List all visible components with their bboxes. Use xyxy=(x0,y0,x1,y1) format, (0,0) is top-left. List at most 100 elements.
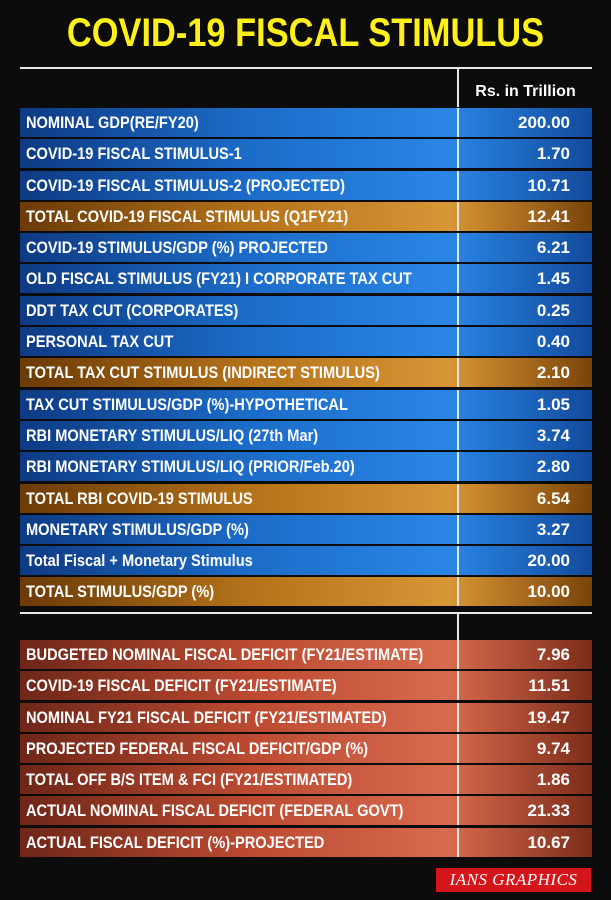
row-value: 6.21 xyxy=(536,238,570,258)
row-label: DDT TAX CUT (CORPORATES) xyxy=(20,296,457,325)
column-divider xyxy=(457,546,459,576)
column-divider xyxy=(457,827,459,857)
table-row: TOTAL COVID-19 FISCAL STIMULUS (Q1FY21) 1… xyxy=(20,201,592,231)
table-row: TOTAL RBI COVID-19 STIMULUS 6.54 xyxy=(20,483,592,513)
column-divider xyxy=(457,671,459,701)
row-value: 2.80 xyxy=(536,457,570,477)
row-label: COVID-19 STIMULUS/GDP (%) PROJECTED xyxy=(20,233,457,262)
table-row: ACTUAL NOMINAL FISCAL DEFICIT (FEDERAL G… xyxy=(20,796,592,826)
row-label: PERSONAL TAX CUT xyxy=(20,327,457,356)
row-label-text: Total Fiscal + Monetary Stimulus xyxy=(26,551,253,571)
column-divider xyxy=(457,640,459,669)
row-value: 12.41 xyxy=(527,206,570,226)
row-label: ACTUAL FISCAL DEFICIT (%)-PROJECTED xyxy=(20,828,457,857)
row-label-text: TOTAL COVID-19 FISCAL STIMULUS (Q1FY21) xyxy=(26,206,349,226)
row-label-text: TAX CUT STIMULUS/GDP (%)-HYPOTHETICAL xyxy=(26,394,348,414)
row-value: 21.33 xyxy=(527,801,570,821)
row-label: RBI MONETARY STIMULUS/LIQ (PRIOR/Feb.20) xyxy=(20,452,457,481)
row-value: 6.54 xyxy=(536,488,570,508)
row-label-text: TOTAL STIMULUS/GDP (%) xyxy=(26,582,215,602)
row-value: 1.86 xyxy=(536,770,570,790)
row-label-text: OLD FISCAL STIMULUS (FY21) I CORPORATE T… xyxy=(26,269,412,289)
table-row: TOTAL OFF B/S ITEM & FCI (FY21/ESTIMATED… xyxy=(20,765,592,795)
row-label: TOTAL STIMULUS/GDP (%) xyxy=(20,577,457,606)
row-value: 7.96 xyxy=(536,645,570,664)
row-label: RBI MONETARY STIMULUS/LIQ (27th Mar) xyxy=(20,421,457,450)
row-value: 1.05 xyxy=(536,394,570,414)
table-row: COVID-19 FISCAL STIMULUS-2 (PROJECTED) 10… xyxy=(20,170,592,200)
credit-badge: IANS GRAPHICS xyxy=(436,868,591,892)
table-row: Total Fiscal + Monetary Stimulus 20.00 xyxy=(20,546,592,576)
row-label: COVID-19 FISCAL STIMULUS-1 xyxy=(20,139,457,168)
section-divider xyxy=(20,612,592,614)
column-header-units: Rs. in Trillion xyxy=(475,83,576,100)
table-row: MONETARY STIMULUS/GDP (%) 3.27 xyxy=(20,514,592,544)
table-row: RBI MONETARY STIMULUS/LIQ (PRIOR/Feb.20)… xyxy=(20,452,592,482)
header-column-divider xyxy=(457,69,459,107)
row-label-text: COVID-19 FISCAL STIMULUS-2 (PROJECTED) xyxy=(26,175,345,195)
table-row: BUDGETED NOMINAL FISCAL DEFICIT (FY21/ES… xyxy=(20,640,592,669)
row-value: 3.74 xyxy=(536,425,570,445)
row-label-text: RBI MONETARY STIMULUS/LIQ (PRIOR/Feb.20) xyxy=(26,457,355,477)
column-divider xyxy=(457,483,459,513)
row-value: 1.70 xyxy=(536,144,570,164)
row-label: NOMINAL GDP(RE/FY20) xyxy=(20,108,457,137)
row-label: TOTAL TAX CUT STIMULUS (INDIRECT STIMULU… xyxy=(20,358,457,387)
row-label-text: PERSONAL TAX CUT xyxy=(26,332,174,352)
column-divider xyxy=(457,796,459,826)
row-label: MONETARY STIMULUS/GDP (%) xyxy=(20,515,457,544)
row-value: 10.71 xyxy=(527,175,570,195)
column-divider xyxy=(457,577,459,607)
row-label: OLD FISCAL STIMULUS (FY21) I CORPORATE T… xyxy=(20,264,457,293)
column-divider xyxy=(457,733,459,763)
column-divider xyxy=(457,389,459,419)
row-label-text: MONETARY STIMULUS/GDP (%) xyxy=(26,519,249,539)
row-value: 11.51 xyxy=(528,676,570,696)
table-row: OLD FISCAL STIMULUS (FY21) I CORPORATE T… xyxy=(20,264,592,294)
row-label-text: NOMINAL GDP(RE/FY20) xyxy=(26,113,199,132)
row-label: TOTAL COVID-19 FISCAL STIMULUS (Q1FY21) xyxy=(20,202,457,231)
table-row: NOMINAL FY21 FISCAL DEFICIT (FY21/ESTIMA… xyxy=(20,702,592,732)
table-row: PERSONAL TAX CUT 0.40 xyxy=(20,327,592,357)
row-value: 0.40 xyxy=(536,332,570,352)
column-divider xyxy=(457,201,459,231)
row-value: 10.67 xyxy=(527,832,570,852)
row-label: TAX CUT STIMULUS/GDP (%)-HYPOTHETICAL xyxy=(20,390,457,419)
row-value: 1.45 xyxy=(536,269,570,289)
row-label-text: TOTAL OFF B/S ITEM & FCI (FY21/ESTIMATED… xyxy=(26,770,353,790)
row-value: 10.00 xyxy=(527,582,570,602)
row-label-text: COVID-19 STIMULUS/GDP (%) PROJECTED xyxy=(26,238,328,258)
row-label: ACTUAL NOMINAL FISCAL DEFICIT (FEDERAL G… xyxy=(20,796,457,825)
column-divider xyxy=(457,264,459,294)
row-label-text: COVID-19 FISCAL STIMULUS-1 xyxy=(26,144,242,164)
row-label: TOTAL OFF B/S ITEM & FCI (FY21/ESTIMATED… xyxy=(20,765,457,794)
column-divider xyxy=(457,170,459,200)
row-label: PROJECTED FEDERAL FISCAL DEFICIT/GDP (%) xyxy=(20,734,457,763)
table-row: ACTUAL FISCAL DEFICIT (%)-PROJECTED 10.67 xyxy=(20,827,592,857)
column-divider xyxy=(457,358,459,388)
section-gap-column-divider xyxy=(457,612,459,640)
table-row: COVID-19 STIMULUS/GDP (%) PROJECTED 6.21 xyxy=(20,233,592,263)
column-divider xyxy=(457,233,459,263)
table-row: RBI MONETARY STIMULUS/LIQ (27th Mar) 3.74 xyxy=(20,420,592,450)
column-divider xyxy=(457,452,459,482)
row-label: BUDGETED NOMINAL FISCAL DEFICIT (FY21/ES… xyxy=(20,640,457,669)
column-divider xyxy=(457,765,459,795)
column-divider xyxy=(457,139,459,169)
row-label-text: DDT TAX CUT (CORPORATES) xyxy=(26,300,239,320)
page-title: COVID-19 FISCAL STIMULUS xyxy=(66,11,545,55)
row-value: 19.47 xyxy=(527,707,570,727)
row-label-text: TOTAL RBI COVID-19 STIMULUS xyxy=(26,488,253,508)
table-row: NOMINAL GDP(RE/FY20) 200.00 xyxy=(20,108,592,137)
row-label-text: COVID-19 FISCAL DEFICIT (FY21/ESTIMATE) xyxy=(26,676,337,696)
table-row: PROJECTED FEDERAL FISCAL DEFICIT/GDP (%)… xyxy=(20,733,592,763)
deficit-table: BUDGETED NOMINAL FISCAL DEFICIT (FY21/ES… xyxy=(20,640,592,859)
table-row: TAX CUT STIMULUS/GDP (%)-HYPOTHETICAL 1.0… xyxy=(20,389,592,419)
row-label-text: BUDGETED NOMINAL FISCAL DEFICIT (FY21/ES… xyxy=(26,645,424,664)
row-label-text: ACTUAL FISCAL DEFICIT (%)-PROJECTED xyxy=(26,832,325,852)
column-divider xyxy=(457,295,459,325)
row-value: 3.27 xyxy=(536,519,570,539)
column-divider xyxy=(457,327,459,357)
stimulus-table: NOMINAL GDP(RE/FY20) 200.00 COVID-19 FISCA… xyxy=(20,108,592,609)
table-row: COVID-19 FISCAL STIMULUS-1 1.70 xyxy=(20,139,592,169)
